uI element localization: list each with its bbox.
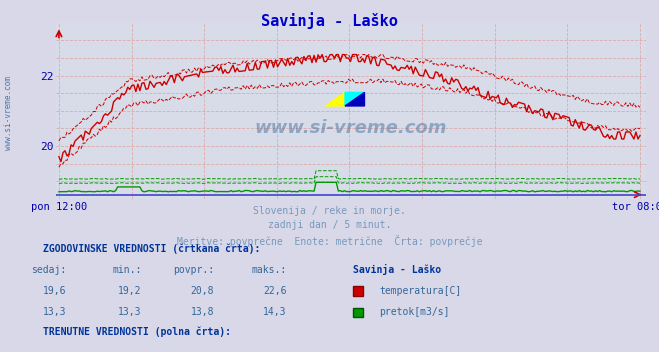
Text: 22,6: 22,6: [263, 286, 287, 296]
Text: temperatura[C]: temperatura[C]: [379, 286, 461, 296]
Text: povpr.:: povpr.:: [173, 265, 214, 275]
Text: ZGODOVINSKE VREDNOSTI (črtkana črta):: ZGODOVINSKE VREDNOSTI (črtkana črta):: [43, 243, 260, 254]
Text: TRENUTNE VREDNOSTI (polna črta):: TRENUTNE VREDNOSTI (polna črta):: [43, 327, 231, 337]
Text: 19,6: 19,6: [42, 286, 66, 296]
Text: pretok[m3/s]: pretok[m3/s]: [379, 307, 449, 317]
Text: Savinja - Laško: Savinja - Laško: [353, 264, 441, 275]
Text: sedaj:: sedaj:: [31, 265, 66, 275]
Text: 13,3: 13,3: [42, 307, 66, 317]
Text: min.:: min.:: [112, 265, 142, 275]
Text: 13,3: 13,3: [118, 307, 142, 317]
Text: Savinja - Laško: Savinja - Laško: [261, 12, 398, 29]
Polygon shape: [326, 92, 345, 106]
Text: 14,3: 14,3: [263, 307, 287, 317]
Text: www.si-vreme.com: www.si-vreme.com: [254, 119, 447, 138]
Text: 13,8: 13,8: [190, 307, 214, 317]
Text: 19,2: 19,2: [118, 286, 142, 296]
Text: 20,8: 20,8: [190, 286, 214, 296]
Text: www.si-vreme.com: www.si-vreme.com: [4, 76, 13, 150]
Polygon shape: [345, 92, 364, 106]
Polygon shape: [345, 92, 364, 106]
Text: maks.:: maks.:: [252, 265, 287, 275]
Text: Slovenija / reke in morje.
zadnji dan / 5 minut.
Meritve: povprečne  Enote: metr: Slovenija / reke in morje. zadnji dan / …: [177, 206, 482, 247]
